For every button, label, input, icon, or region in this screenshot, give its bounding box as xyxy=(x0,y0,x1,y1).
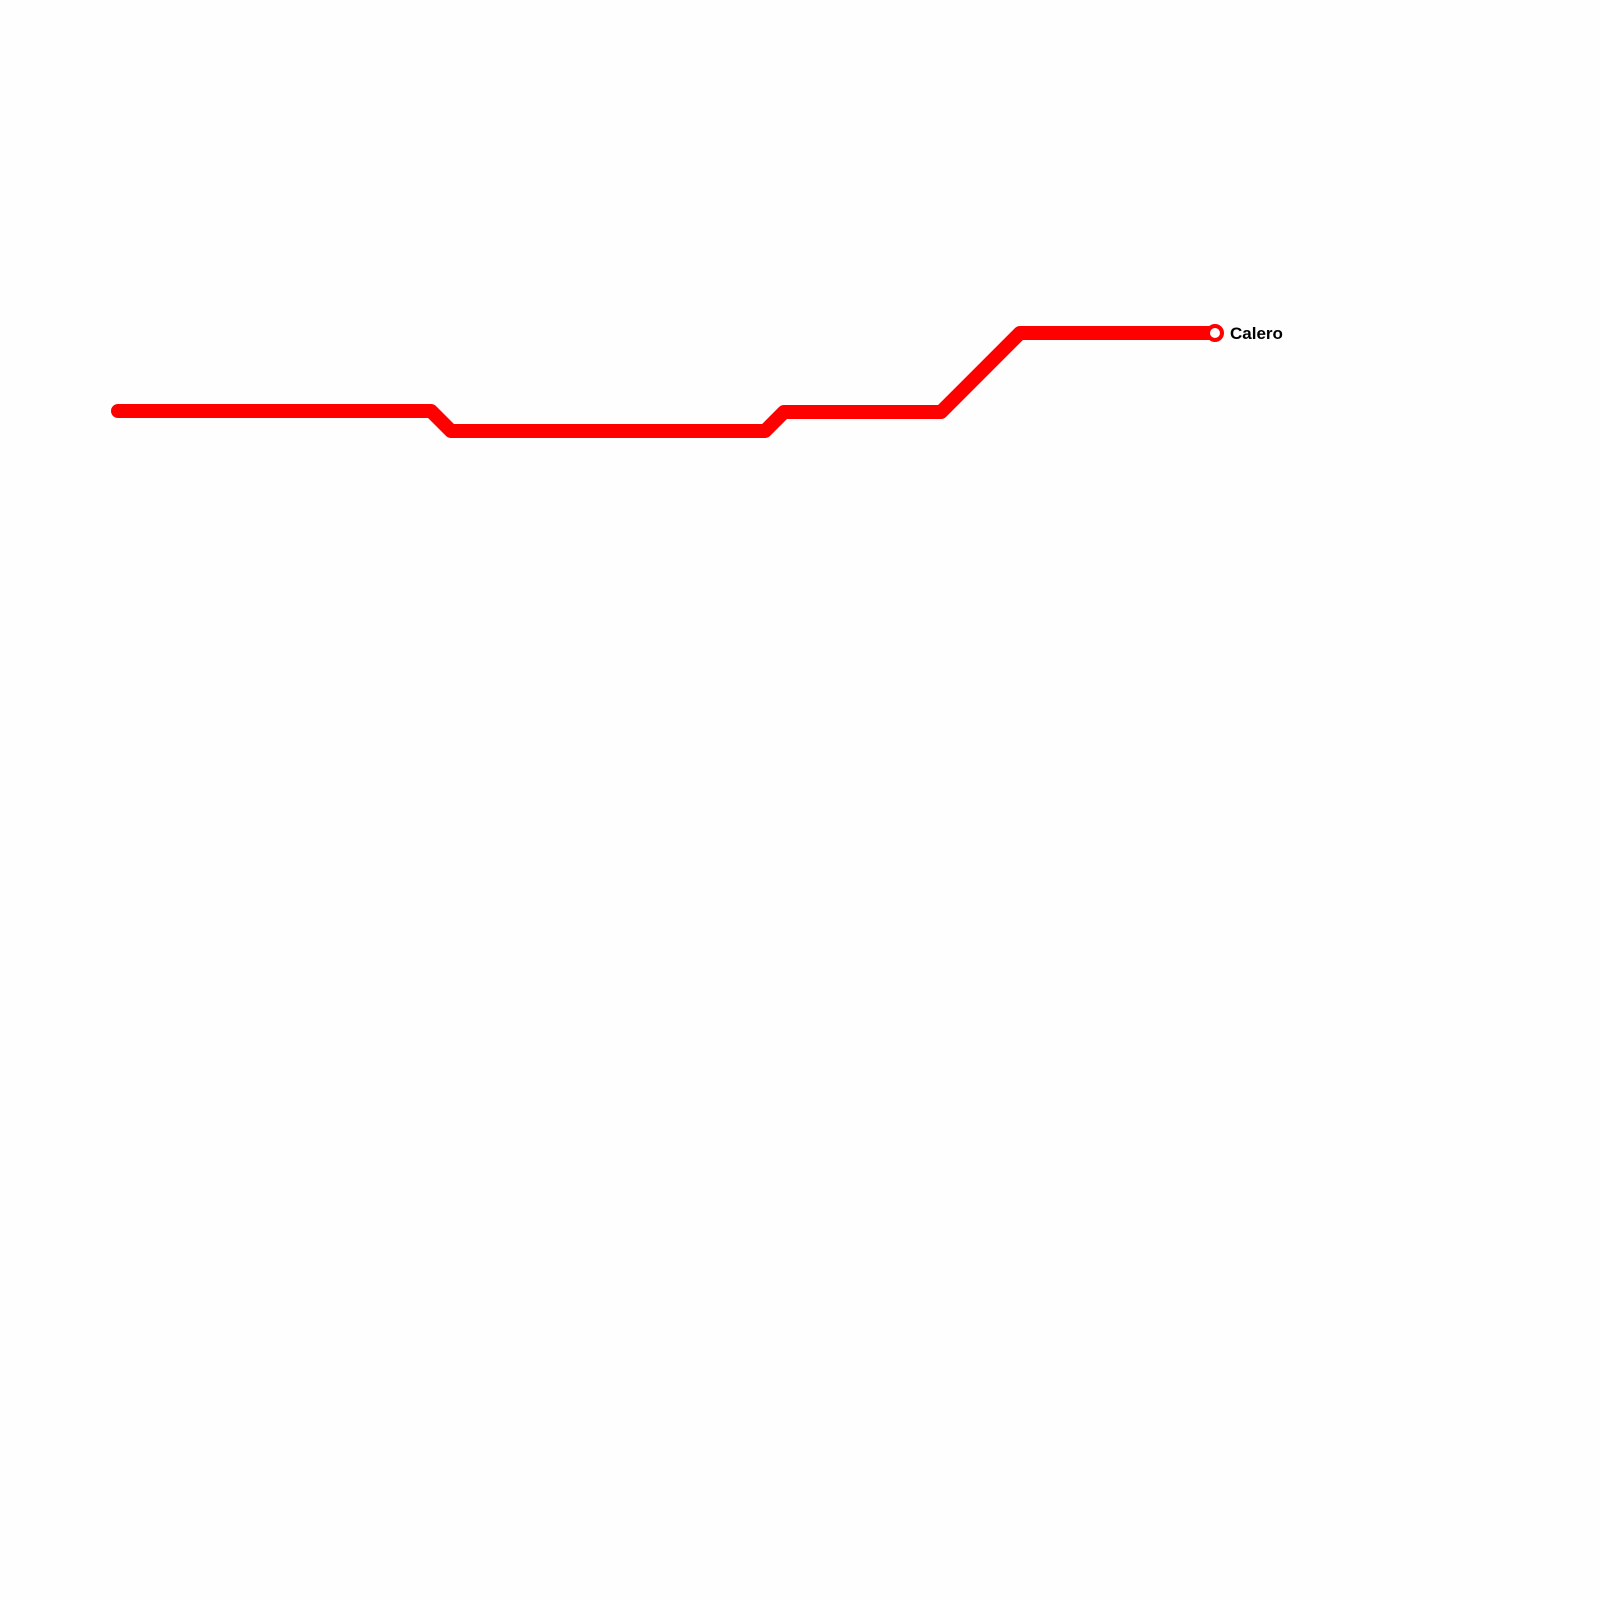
transit-line-red[interactable] xyxy=(111,326,1222,438)
station-label-calero: Calero xyxy=(1230,324,1283,343)
station-marker-calero[interactable] xyxy=(1206,324,1224,342)
